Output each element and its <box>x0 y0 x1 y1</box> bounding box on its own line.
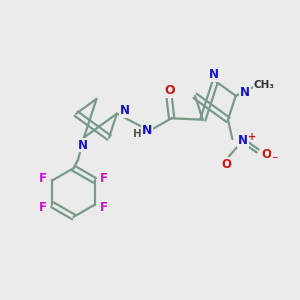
Text: N: N <box>209 68 219 81</box>
Text: N: N <box>240 86 250 99</box>
Text: F: F <box>100 172 108 184</box>
Text: CH₃: CH₃ <box>254 80 274 89</box>
Text: F: F <box>39 201 47 214</box>
Text: F: F <box>100 201 108 214</box>
Text: F: F <box>39 172 47 184</box>
Text: N: N <box>77 139 87 152</box>
Text: N: N <box>142 124 152 137</box>
Text: +: + <box>248 132 256 142</box>
Text: O: O <box>262 148 272 161</box>
Text: ⁻: ⁻ <box>272 154 278 167</box>
Text: N: N <box>120 104 130 117</box>
Text: H: H <box>133 129 142 139</box>
Text: O: O <box>164 84 175 98</box>
Text: N: N <box>238 134 248 147</box>
Text: O: O <box>221 158 232 170</box>
